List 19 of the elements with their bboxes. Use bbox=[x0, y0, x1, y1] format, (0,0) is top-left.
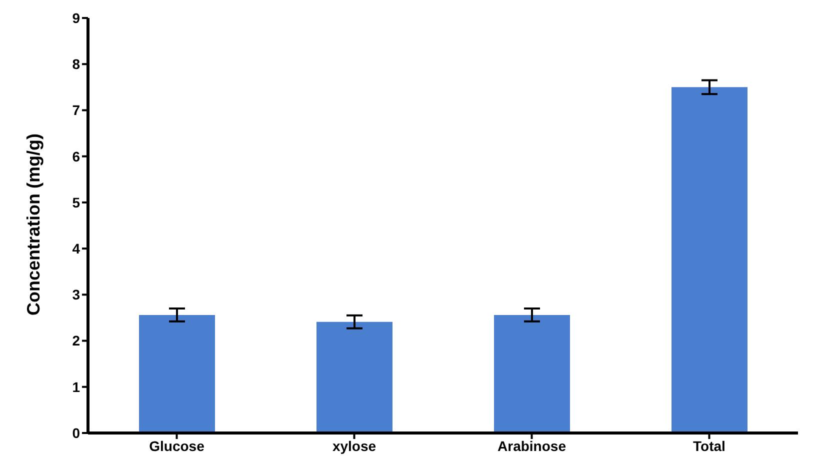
y-tick-label: 8 bbox=[72, 56, 80, 72]
y-axis-title: Concentration (mg/g) bbox=[23, 134, 44, 316]
y-tick-label: 1 bbox=[72, 378, 80, 395]
bar bbox=[494, 314, 570, 433]
bar bbox=[672, 87, 748, 433]
bar bbox=[316, 322, 392, 433]
x-tick-label: Total bbox=[693, 438, 726, 454]
y-tick-label: 2 bbox=[72, 332, 80, 349]
y-tick-label: 9 bbox=[72, 10, 80, 26]
y-tick-label: 6 bbox=[72, 148, 80, 164]
y-tick-label: 7 bbox=[72, 102, 80, 118]
x-tick-label: xylose bbox=[332, 438, 376, 454]
y-tick-label: 4 bbox=[72, 240, 80, 257]
x-tick-label: Arabinose bbox=[498, 438, 566, 454]
y-tick-label: 0 bbox=[72, 424, 80, 441]
y-tick-label: 5 bbox=[72, 194, 80, 210]
bar bbox=[139, 314, 215, 433]
y-tick-label: 3 bbox=[72, 286, 80, 303]
x-tick-label: Glucose bbox=[149, 438, 205, 454]
